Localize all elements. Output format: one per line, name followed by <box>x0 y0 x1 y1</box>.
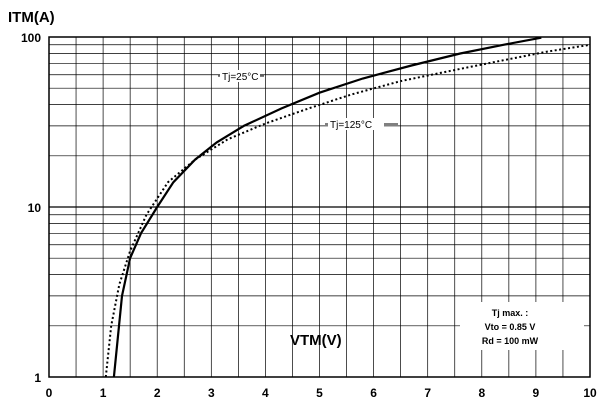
plot-border <box>48 36 591 378</box>
y-tick-label: 10 <box>28 201 42 215</box>
x-tick-label: 2 <box>154 386 161 400</box>
x-tick-label: 9 <box>533 386 540 400</box>
x-ticks: 0 1 2 3 4 5 6 7 8 9 10 <box>46 386 597 400</box>
series-lines <box>104 36 591 378</box>
series-label-25: Tj=25°C <box>218 70 264 83</box>
x-tick-label: 6 <box>370 386 377 400</box>
x-axis-label: VTM(V) <box>290 332 342 349</box>
series-label-125-text: Tj=125°C <box>330 120 372 131</box>
conditions-line-3: Rd = 100 mW <box>482 336 539 346</box>
series-label-25-text: Tj=25°C <box>222 72 259 83</box>
x-tick-label: 1 <box>100 386 107 400</box>
y-tick-label: 1 <box>34 371 41 385</box>
x-tick-label: 5 <box>316 386 323 400</box>
x-tick-label: 0 <box>46 386 53 400</box>
series-line-tj125 <box>104 43 591 378</box>
x-tick-label: 10 <box>583 386 597 400</box>
x-tick-label: 4 <box>262 386 269 400</box>
x-tick-label: 3 <box>208 386 215 400</box>
y-tick-label: 100 <box>21 31 41 45</box>
conditions-box: Tj max. : Vto = 0.85 V Rd = 100 mW <box>460 302 584 350</box>
y-axis-label: ITM(A) <box>8 9 55 26</box>
series-line-tj25 <box>112 36 542 378</box>
x-tick-label: 8 <box>478 386 485 400</box>
x-tick-label: 7 <box>424 386 431 400</box>
conditions-line-2: Vto = 0.85 V <box>485 322 536 332</box>
y-ticks: 1 10 100 <box>21 31 41 385</box>
series-label-125: Tj=125°C <box>325 118 398 131</box>
conditions-line-1: Tj max. : <box>492 308 529 318</box>
